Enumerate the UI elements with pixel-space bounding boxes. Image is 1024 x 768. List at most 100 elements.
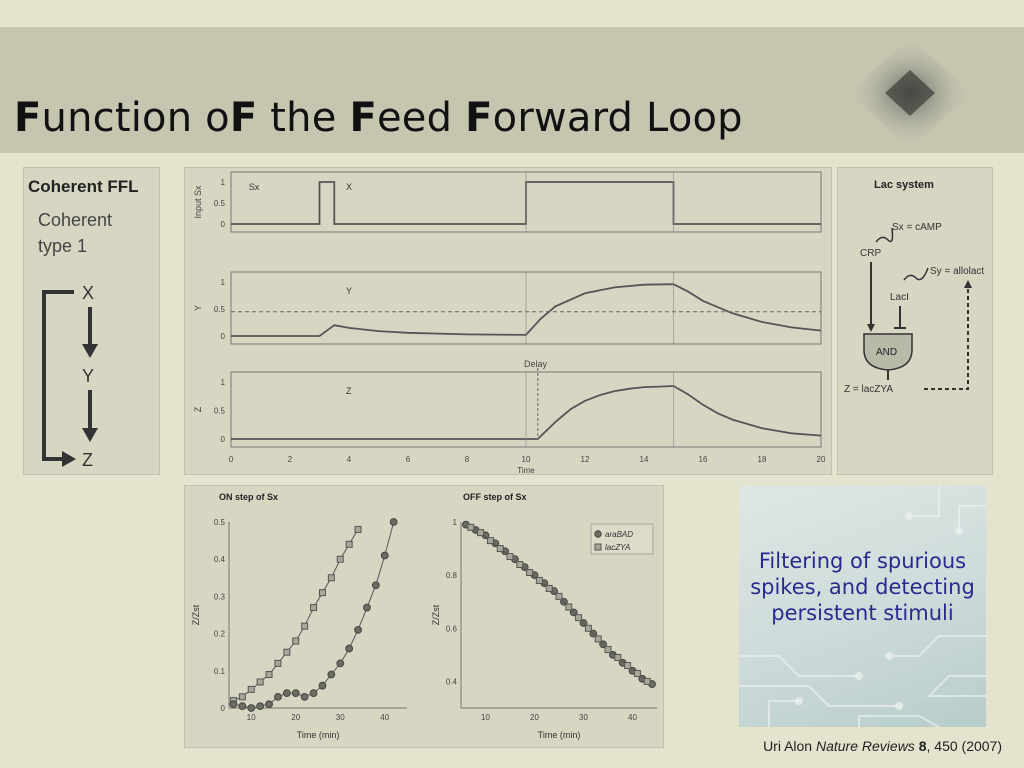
data-point-square — [565, 603, 573, 611]
x-tick-label: 20 — [291, 713, 300, 722]
ffl-node-x: X — [82, 283, 94, 303]
x-tick-label: 0 — [229, 455, 234, 464]
x-tick-label: 20 — [530, 713, 539, 722]
subplot-ylabel: Y — [193, 305, 203, 311]
data-point-square — [265, 671, 273, 679]
data-point-circle — [309, 689, 318, 698]
y-tick-label: 0.5 — [214, 518, 226, 527]
y-tick-label: 0.8 — [446, 571, 458, 580]
title-part: F — [465, 95, 493, 141]
y-tick-label: 1 — [221, 278, 226, 287]
x-tick-label: 40 — [380, 713, 389, 722]
data-point-circle — [256, 702, 265, 711]
x-tick-label: 18 — [758, 455, 767, 464]
data-point-square — [283, 648, 291, 656]
on-step-panel: ON step of Sx 0 0.1 0.2 0.3 0.4 0.5 10 20 30 40 Tim… — [184, 485, 664, 748]
time-course-panel: 0 0.5 1 Input Sx Sx X 0 0.5 1 Y Y 0 0.5 1 Z Z Delay 0 2 4 6 8… — [184, 167, 832, 475]
y-axis-label: Z/Zst — [191, 604, 201, 625]
data-point-square — [256, 678, 264, 686]
slide-title: Function oF the Feed Forward Loop — [14, 95, 743, 141]
coherent-ffl-panel: Coherent FFL Coherent type 1 X Y Z — [23, 167, 160, 475]
lac-sx-label: Sx = cAMP — [892, 222, 942, 233]
title-part: unction o — [41, 95, 230, 141]
data-point-square — [624, 661, 632, 669]
y-tick-label: 0.5 — [214, 407, 226, 416]
subplot-ylabel: Input Sx — [193, 185, 203, 219]
x-tick-label: 20 — [817, 455, 826, 464]
x-tick-label: 6 — [406, 455, 411, 464]
data-point-square — [238, 693, 246, 701]
lac-feedback-arrow — [924, 286, 969, 390]
data-point-square — [614, 654, 622, 662]
step-response-charts: ON step of Sx 0 0.1 0.2 0.3 0.4 0.5 10 20 30 40 Tim… — [191, 492, 657, 740]
title-part: F — [14, 95, 42, 141]
data-point-circle — [363, 603, 371, 612]
y-tick-label: 0 — [221, 704, 226, 713]
y-tick-label: 0.4 — [446, 677, 458, 686]
y-tick-label: 0 — [221, 220, 226, 229]
data-point-circle — [371, 581, 380, 590]
y-tick-label: 0 — [221, 435, 226, 444]
data-point-square — [318, 589, 326, 597]
data-point-square — [467, 523, 475, 531]
delay-label: Delay — [524, 359, 548, 369]
y-tick-label: 0 — [221, 332, 226, 341]
lac-title: Lac system — [874, 179, 934, 191]
x-tick-label: 10 — [522, 455, 531, 464]
data-point-circle — [247, 704, 256, 712]
y-tick-label: 0.3 — [214, 592, 226, 601]
lac-and-gate — [863, 333, 913, 371]
data-point-circle — [380, 551, 389, 560]
title-part: F — [229, 95, 258, 141]
legend-entry: lacZYA — [605, 543, 630, 552]
label-sx: Sx — [249, 182, 260, 192]
chart-title: ON step of Sx — [219, 492, 278, 502]
subplot-ylabel: Z — [193, 406, 203, 412]
data-point-square — [575, 614, 583, 622]
legend-marker — [594, 530, 602, 538]
label-x: X — [346, 182, 352, 192]
x-axis-label: Time — [517, 466, 535, 474]
legend-marker — [594, 543, 602, 551]
corner-decoration — [848, 38, 972, 148]
data-point-circle — [345, 644, 354, 653]
y-tick-label: 0.5 — [214, 305, 226, 314]
data-point-circle — [318, 681, 327, 690]
x-tick-label: 10 — [481, 713, 490, 722]
data-point-square — [633, 669, 641, 677]
x-tick-label: 10 — [247, 713, 256, 722]
y-tick-label: 1 — [453, 518, 458, 527]
data-point-square — [301, 622, 309, 630]
data-point-circle — [229, 700, 238, 709]
x-tick-label: 30 — [579, 713, 588, 722]
citation-author: Uri Alon — [763, 738, 813, 754]
title-part: eed — [376, 95, 466, 141]
lac-crp: CRP — [860, 248, 881, 259]
x-tick-label: 14 — [640, 455, 649, 464]
y-tick-label: 1 — [221, 378, 226, 387]
x-tick-label: 2 — [288, 455, 293, 464]
data-point-circle — [282, 689, 291, 698]
title-part: F — [349, 95, 377, 141]
series-line — [233, 529, 359, 702]
lac-laci: LacI — [890, 292, 909, 303]
lac-sx-arrow — [875, 227, 894, 243]
data-point-circle — [300, 692, 309, 701]
lac-system-panel: Lac system Sx = cAMP CRP Sy = allolact L… — [837, 167, 993, 475]
ffl-subtitle-2: type 1 — [38, 236, 87, 256]
data-point-square — [354, 525, 362, 533]
x-axis-label: Time (min) — [538, 730, 581, 740]
data-point-circle — [265, 700, 273, 709]
time-course-chart: 0 0.5 1 Input Sx Sx X 0 0.5 1 Y Y 0 0.5 1 Z Z Delay 0 2 4 6 8… — [193, 171, 826, 474]
caption-text: Filtering of spurious spikes, and detect… — [750, 549, 975, 625]
data-point-square — [292, 637, 300, 645]
data-point-circle — [336, 659, 345, 668]
data-point-square — [345, 540, 353, 548]
y-tick-label: 0.4 — [214, 555, 226, 564]
data-point-square — [643, 677, 651, 685]
series-line — [231, 283, 822, 337]
data-point-square — [604, 646, 612, 654]
lac-sy-label: Sy = allolact — [930, 266, 984, 277]
y-tick-label: 0.1 — [214, 667, 226, 676]
x-tick-label: 40 — [628, 713, 637, 722]
